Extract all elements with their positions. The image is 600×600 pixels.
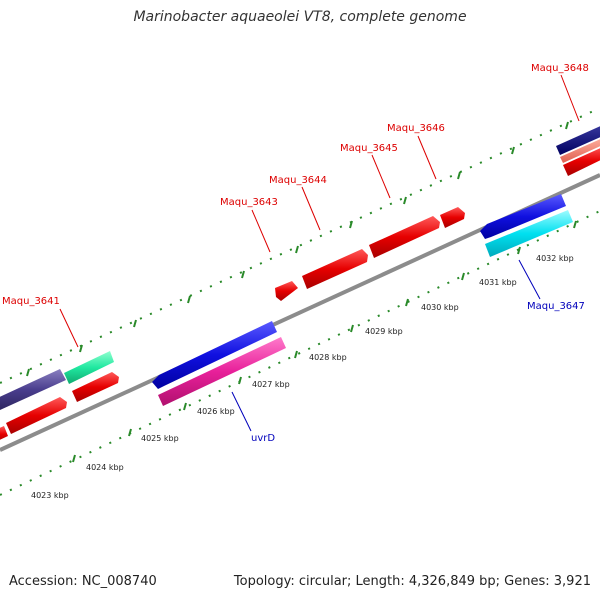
tick-label: 4028 kbp — [309, 353, 347, 362]
gene-maqu-3644[interactable] — [302, 249, 368, 289]
gene-partial-left-inner[interactable] — [0, 426, 8, 442]
gene-label-uvrd[interactable]: uvrD — [251, 433, 275, 444]
gene-label-maqu-3644[interactable]: Maqu_3644 — [269, 175, 327, 186]
forward-strand-genes — [0, 124, 600, 442]
upper-major-ticks — [26, 121, 569, 377]
gene-uvrd[interactable] — [152, 321, 277, 389]
tick-label: 4032 kbp — [536, 254, 574, 263]
gene-label-maqu-3641[interactable]: Maqu_3641 — [2, 296, 60, 307]
gene-maqu-3646[interactable] — [440, 207, 465, 228]
lower-tick-track — [0, 210, 600, 496]
gene-maqu-3643[interactable] — [275, 281, 298, 301]
tick-label: 4026 kbp — [197, 407, 235, 416]
upper-tick-track — [0, 107, 600, 384]
tick-label: 4029 kbp — [365, 327, 403, 336]
label-connectors — [59, 74, 580, 432]
gene-maqu-3647-blue[interactable] — [480, 194, 566, 239]
gene-partial-left[interactable] — [0, 369, 66, 410]
gene-label-maqu-3648[interactable]: Maqu_3648 — [531, 63, 589, 74]
tick-label: 4023 kbp — [31, 491, 69, 500]
gene-maqu-3648-salmon[interactable] — [560, 137, 600, 163]
genome-summary-text: Topology: circular; Length: 4,326,849 bp… — [233, 574, 591, 589]
gene-maqu-3648[interactable] — [563, 146, 600, 176]
gene-maqu-3641[interactable] — [72, 372, 119, 402]
gene-maqu-3641-teal[interactable] — [64, 351, 114, 384]
gene-maqu-3647[interactable] — [485, 210, 573, 257]
tick-label: 4024 kbp — [86, 463, 124, 472]
gene-label-maqu-3647[interactable]: Maqu_3647 — [527, 301, 585, 312]
accession-text: Accession: NC_008740 — [9, 574, 157, 589]
lower-major-ticks — [72, 220, 577, 463]
map-title: Marinobacter aquaeolei VT8, complete gen… — [133, 9, 467, 25]
tick-label: 4031 kbp — [479, 278, 517, 287]
tick-label: 4030 kbp — [421, 303, 459, 312]
gene-label-maqu-3646[interactable]: Maqu_3646 — [387, 123, 445, 134]
tick-label: 4027 kbp — [252, 380, 290, 389]
tick-labels: 4023 kbp 4024 kbp 4025 kbp 4026 kbp 4027… — [31, 254, 574, 500]
gene-red-1[interactable] — [6, 397, 67, 434]
gene-uvrd-pink[interactable] — [158, 337, 286, 406]
gene-maqu-3648-navy[interactable] — [556, 124, 600, 155]
gene-maqu-3645[interactable] — [369, 216, 440, 258]
gene-label-maqu-3643[interactable]: Maqu_3643 — [220, 197, 278, 208]
gene-label-maqu-3645[interactable]: Maqu_3645 — [340, 143, 398, 154]
gene-labels: Maqu_3641 Maqu_3643 Maqu_3644 Maqu_3645 … — [2, 63, 589, 444]
reverse-strand-genes — [152, 194, 573, 406]
tick-label: 4025 kbp — [141, 434, 179, 443]
